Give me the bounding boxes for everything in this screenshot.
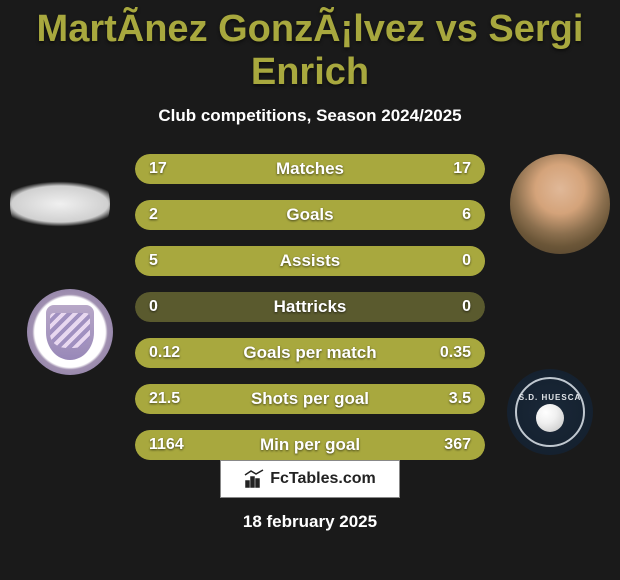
stat-label: Hattricks [135,292,485,322]
player-right-avatar [510,154,610,254]
stat-value-right: 0.35 [440,338,471,368]
date-label: 18 february 2025 [0,512,620,532]
comparison-panel: S.D. HUESCA 17Matches172Goals65Assists00… [0,154,620,494]
stat-label: Min per goal [135,430,485,460]
stat-label: Matches [135,154,485,184]
stat-value-right: 367 [444,430,471,460]
chart-icon [244,469,264,489]
stat-label: Shots per goal [135,384,485,414]
club-right-badge: S.D. HUESCA [507,369,593,455]
stat-value-right: 6 [462,200,471,230]
stat-row: 0Hattricks0 [135,292,485,322]
stat-label: Assists [135,246,485,276]
player-right-face [510,154,610,254]
logo-text: FcTables.com [270,470,376,488]
page-title: MartÃ­nez GonzÃ¡lvez vs Sergi Enrich [0,0,620,94]
stat-label: Goals [135,200,485,230]
fctables-logo[interactable]: FcTables.com [220,460,400,498]
stat-row: 2Goals6 [135,200,485,230]
player-left-avatar [10,154,110,254]
stat-value-right: 0 [462,246,471,276]
stat-row: 5Assists0 [135,246,485,276]
stat-row: 0.12Goals per match0.35 [135,338,485,368]
club-right-ring: S.D. HUESCA [515,377,585,447]
stat-row: 17Matches17 [135,154,485,184]
club-left-stripes [50,313,90,348]
club-right-ball [536,404,564,432]
stats-list: 17Matches172Goals65Assists00Hattricks00.… [135,154,485,476]
player-left-face [10,154,110,254]
stat-value-right: 0 [462,292,471,322]
stat-row: 1164Min per goal367 [135,430,485,460]
club-left-badge [27,289,113,375]
stat-label: Goals per match [135,338,485,368]
club-right-text: S.D. HUESCA [519,393,582,402]
stat-value-right: 17 [453,154,471,184]
stat-value-right: 3.5 [449,384,471,414]
stat-row: 21.5Shots per goal3.5 [135,384,485,414]
subtitle: Club competitions, Season 2024/2025 [0,106,620,126]
club-left-shield [46,305,94,360]
